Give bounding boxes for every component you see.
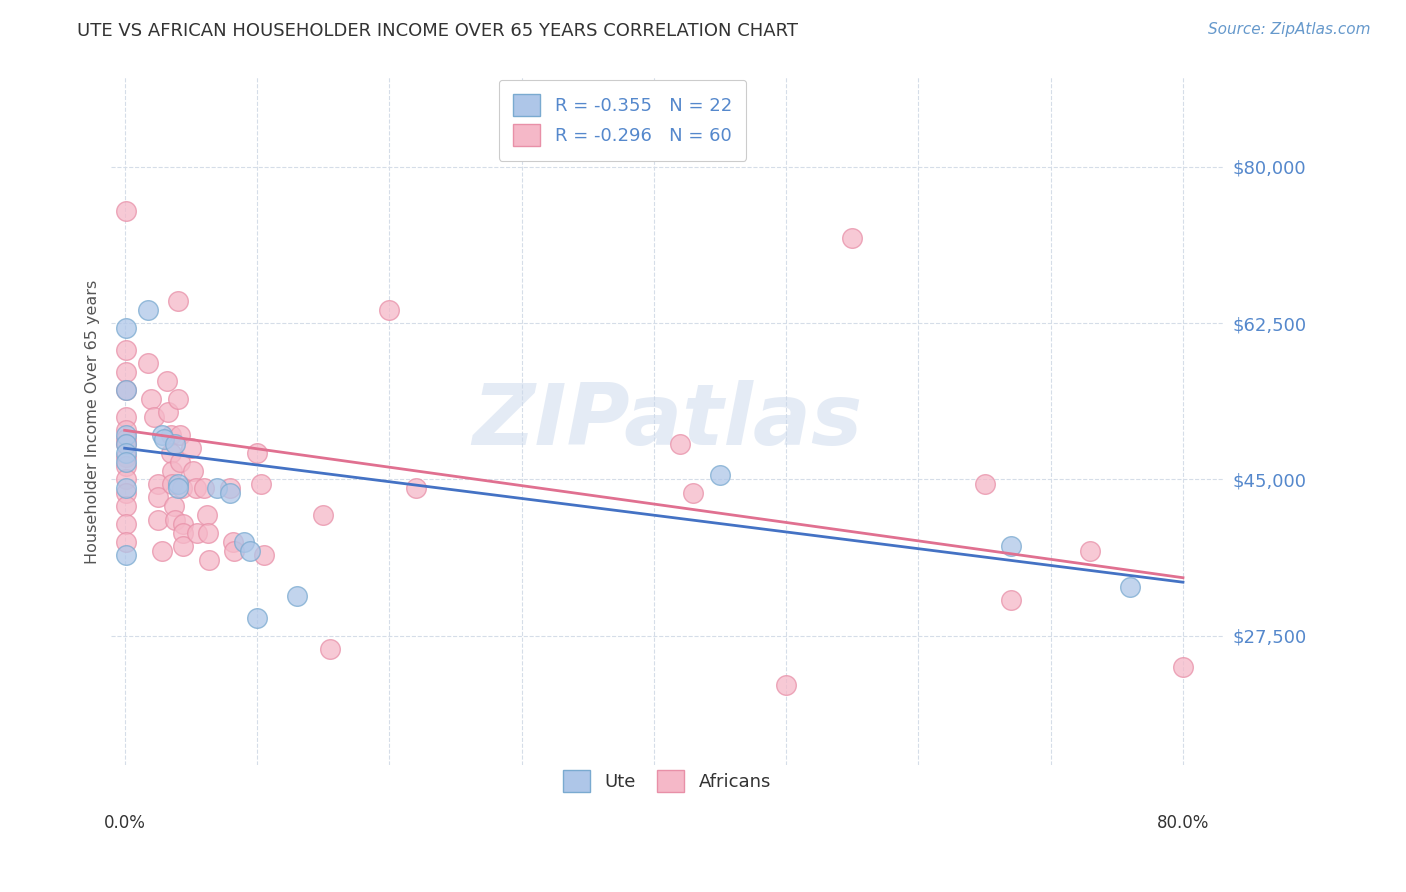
Point (157, 405, 180, 419)
Point (170, 482, 193, 496)
Point (146, 513, 169, 527)
Point (115, 458, 138, 473)
Point (115, 383, 138, 397)
Point (150, 427, 173, 442)
Point (115, 432, 138, 446)
Point (156, 374, 179, 388)
Point (682, 486, 704, 500)
Point (169, 454, 191, 468)
Point (115, 427, 138, 442)
Point (115, 473, 138, 487)
Point (1080, 544, 1102, 558)
Point (669, 436, 692, 450)
Point (195, 508, 218, 523)
Point (115, 383, 138, 397)
Point (115, 423, 138, 437)
Y-axis label: Householder Income Over 65 years: Householder Income Over 65 years (86, 279, 100, 564)
Point (115, 204, 138, 219)
Point (405, 482, 427, 496)
Point (115, 486, 138, 500)
Point (162, 463, 184, 477)
Point (138, 302, 160, 317)
Point (285, 589, 308, 603)
Point (709, 468, 731, 483)
Point (207, 482, 229, 496)
Point (183, 463, 205, 477)
Point (115, 500, 138, 514)
Point (198, 553, 221, 567)
Point (172, 517, 194, 532)
Point (973, 477, 995, 491)
Point (115, 517, 138, 532)
Point (115, 454, 138, 468)
Point (246, 445, 269, 459)
Point (378, 302, 401, 317)
Point (246, 611, 269, 625)
Point (169, 427, 191, 442)
Point (172, 540, 194, 554)
Point (232, 535, 254, 549)
Point (115, 549, 138, 563)
Point (186, 526, 208, 541)
Point (193, 482, 215, 496)
Point (166, 477, 188, 491)
Point (115, 409, 138, 424)
Point (312, 508, 335, 523)
Point (166, 482, 188, 496)
Point (115, 535, 138, 549)
Point (252, 549, 274, 563)
Point (841, 231, 863, 245)
Point (150, 544, 173, 558)
Text: 80.0%: 80.0% (1157, 814, 1209, 832)
Text: Source: ZipAtlas.com: Source: ZipAtlas.com (1208, 22, 1371, 37)
Text: 0.0%: 0.0% (104, 814, 146, 832)
Legend: Ute, Africans: Ute, Africans (550, 757, 785, 805)
Point (146, 491, 169, 505)
Point (115, 445, 138, 459)
Point (1171, 660, 1194, 674)
Point (163, 436, 186, 450)
Point (115, 343, 138, 357)
Point (115, 320, 138, 334)
Point (775, 678, 797, 692)
Point (162, 477, 184, 491)
Point (224, 544, 246, 558)
Point (153, 432, 176, 446)
Point (115, 482, 138, 496)
Point (250, 477, 273, 491)
Point (139, 392, 162, 406)
Point (163, 513, 186, 527)
Point (138, 356, 160, 370)
Point (318, 642, 340, 657)
Point (142, 409, 165, 424)
Text: UTE VS AFRICAN HOUSEHOLDER INCOME OVER 65 YEARS CORRELATION CHART: UTE VS AFRICAN HOUSEHOLDER INCOME OVER 6… (77, 22, 799, 40)
Point (1000, 540, 1022, 554)
Point (222, 535, 245, 549)
Point (197, 526, 219, 541)
Point (172, 526, 194, 541)
Point (219, 482, 242, 496)
Point (162, 500, 184, 514)
Point (1000, 593, 1022, 607)
Point (115, 436, 138, 450)
Point (115, 436, 138, 450)
Point (1119, 580, 1142, 594)
Point (239, 544, 262, 558)
Point (166, 392, 188, 406)
Point (146, 477, 169, 491)
Point (180, 441, 202, 455)
Point (166, 293, 188, 308)
Point (219, 486, 242, 500)
Point (160, 445, 183, 459)
Point (160, 427, 183, 442)
Text: ZIPatlas: ZIPatlas (472, 380, 862, 463)
Point (115, 365, 138, 379)
Point (184, 482, 207, 496)
Point (115, 450, 138, 464)
